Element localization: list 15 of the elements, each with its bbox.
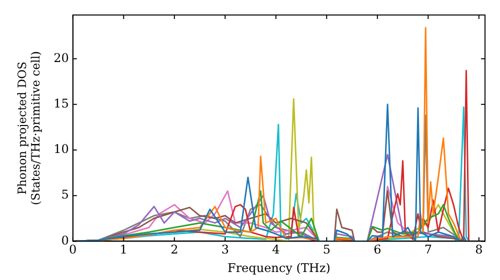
y-tick-label: 5 xyxy=(61,188,69,202)
x-tick-label: 8 xyxy=(475,242,483,257)
y-tick-label: 20 xyxy=(54,50,69,65)
x-tick-label: 5 xyxy=(322,242,330,257)
x-tick-label: 7 xyxy=(424,242,432,257)
y-axis-title: Phonon projected DOS (States/THz·primitive cell) xyxy=(14,51,43,206)
x-tick-label: 6 xyxy=(374,242,382,257)
x-tick-label: 4 xyxy=(272,242,280,257)
x-tick-label: 3 xyxy=(221,242,229,257)
y-tick-label: 0 xyxy=(61,233,69,248)
x-tick-label: 1 xyxy=(120,242,128,257)
y-tick-label: 10 xyxy=(54,142,69,156)
x-tick-label: 2 xyxy=(170,242,178,257)
y-tick-label: 15 xyxy=(54,96,69,111)
x-axis-title: Frequency (THz) xyxy=(227,260,330,275)
